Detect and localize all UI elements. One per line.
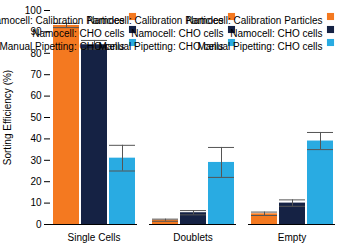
svg-text:Namocell: Calibration Particle: Namocell: Calibration Particles <box>186 15 322 26</box>
svg-text:Sorting Efficiency (%): Sorting Efficiency (%) <box>2 70 13 165</box>
svg-text:60: 60 <box>30 90 42 101</box>
svg-text:0: 0 <box>36 219 42 230</box>
svg-text:40: 40 <box>30 133 42 144</box>
svg-text:Doublets: Doublets <box>173 232 212 243</box>
svg-text:Namocell: CHO cells: Namocell: CHO cells <box>230 28 322 39</box>
svg-text:Empty: Empty <box>278 232 306 243</box>
svg-text:30: 30 <box>30 155 42 166</box>
svg-text:Manual Pipetting: CHO cells: Manual Pipetting: CHO cells <box>197 41 322 52</box>
svg-text:Single Cells: Single Cells <box>68 232 121 243</box>
svg-text:100: 100 <box>24 4 42 16</box>
svg-text:80: 80 <box>30 47 42 59</box>
svg-text:50: 50 <box>30 112 42 123</box>
svg-text:10: 10 <box>30 197 42 208</box>
svg-text:Namocell: CHO cells: Namocell: CHO cells <box>32 28 124 39</box>
svg-text:20: 20 <box>30 176 42 187</box>
svg-text:70: 70 <box>30 69 42 80</box>
svg-text:Namocell: CHO cells: Namocell: CHO cells <box>131 28 223 39</box>
